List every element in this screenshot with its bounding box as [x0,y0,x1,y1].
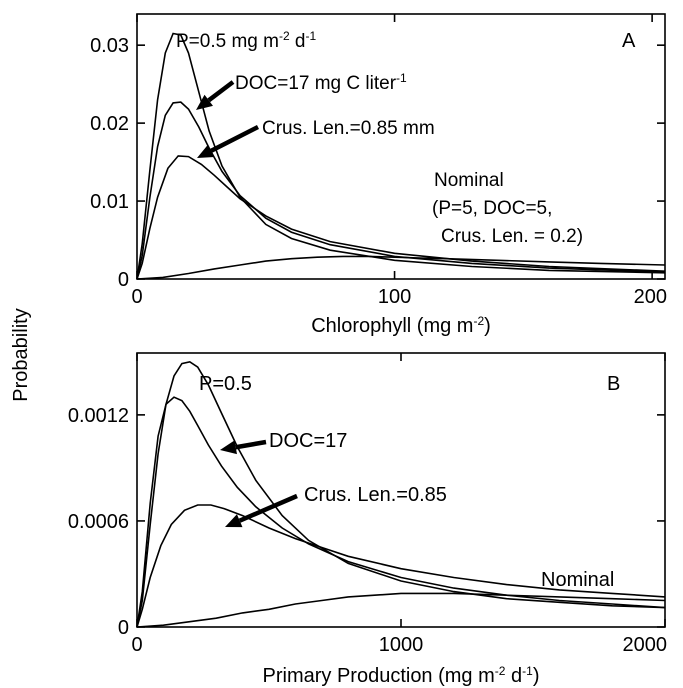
x-axis-label: Primary Production (mg m-2 d-1) [263,664,540,687]
y-tick-label: 0 [118,617,129,639]
x-tick-label: 1000 [379,634,424,656]
annotation-arrow [225,493,298,528]
annotation-nominal: Nominal [541,569,614,591]
x-tick-label: 100 [378,286,411,308]
panel-a: 0 100 200 0 0.01 0.02 0.03 Chlorophyll (mg m-2)… [90,13,667,337]
annotation-p: P=0.5 [199,373,252,395]
series-p-line [136,360,666,628]
y-tick-label: 0 [118,269,129,291]
annotation-doc: DOC=17 mg C liter-1 [235,71,407,94]
y-tick-label: 0.01 [90,191,129,213]
annotation-nominal2: (P=5, DOC=5, [432,198,552,219]
x-tick-label: 0 [131,286,142,308]
y-tick-label: 0.03 [90,35,129,57]
y-axis-label: Probability [10,308,32,401]
series-p-line [136,32,666,280]
series-crus-line [136,504,666,628]
annotation-arrow [220,439,267,455]
x-tick-label: 2000 [623,634,668,656]
y-tick-label: 0.02 [90,113,129,135]
x-axis-label: Chlorophyll (mg m-2) [311,314,491,337]
annotation-doc: DOC=17 [269,430,347,452]
annotation-p: P=0.5 mg m-2 d-1 [176,29,316,52]
y-tick-label: 0.0006 [68,511,129,533]
annotation-nominal3: Crus. Len. = 0.2) [441,226,583,247]
x-tick-label: 0 [131,634,142,656]
annotation-arrow [197,124,260,158]
annotation-crus: Crus. Len.=0.85 mm [262,118,435,139]
series-doc-line [136,396,666,628]
series-nominal-line [136,592,666,628]
series-nominal-line [136,255,666,280]
panel-b: 0 1000 2000 0 0.0006 0.0012 Primary Production… [68,352,668,687]
panel-letter: A [622,30,636,52]
x-tick-label: 200 [634,286,667,308]
y-tick-label: 0.0012 [68,405,129,427]
series-crus-line [136,155,666,280]
panel-letter: B [607,373,620,395]
annotation-arrow [196,80,235,110]
annotation-crus: Crus. Len.=0.85 [304,484,447,506]
annotation-nominal: Nominal [434,170,504,191]
plot-frame [136,13,666,280]
